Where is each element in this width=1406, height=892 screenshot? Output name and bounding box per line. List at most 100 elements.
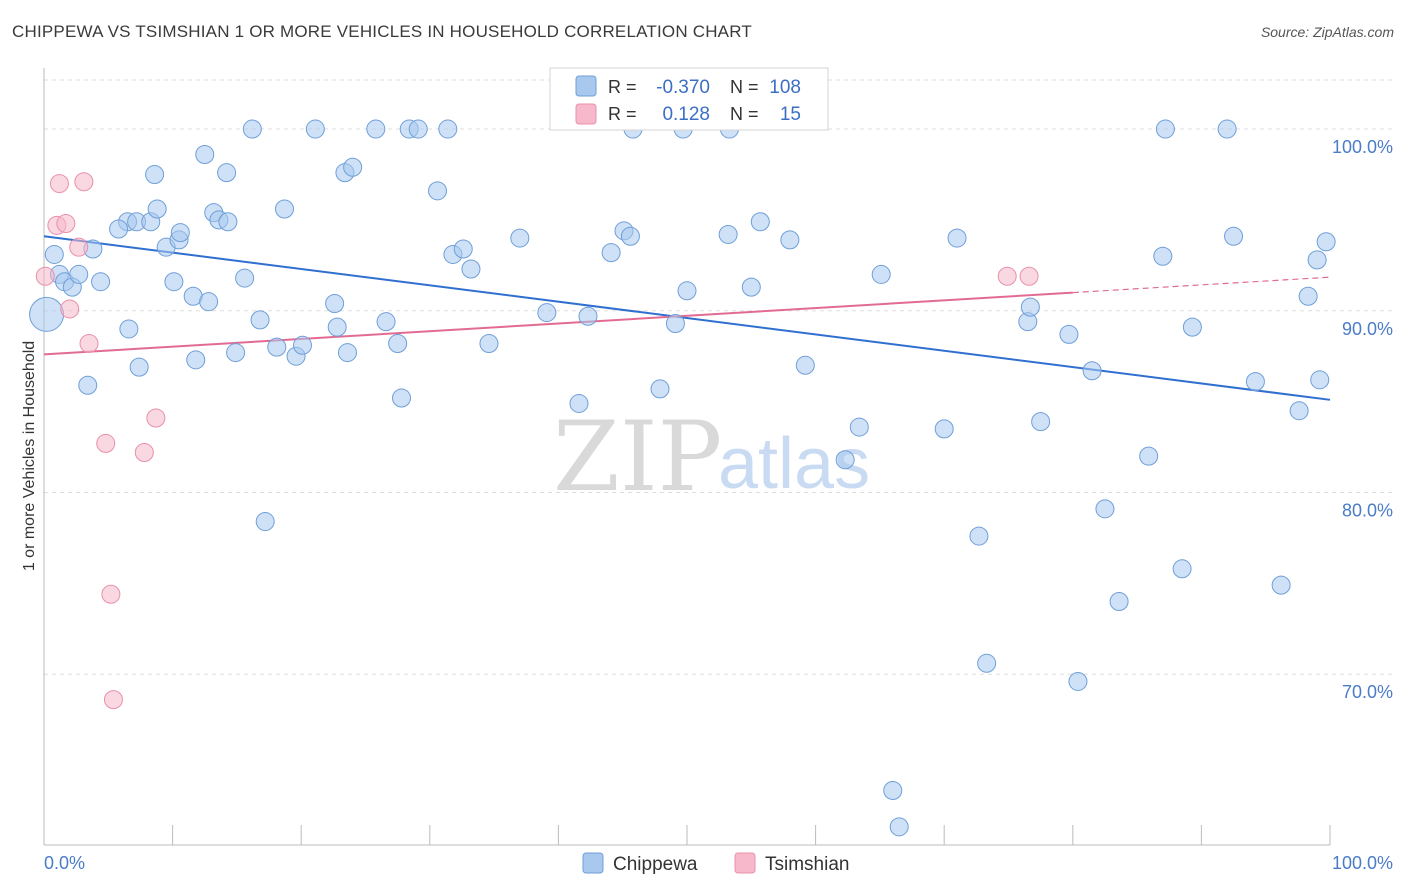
y-tick-label: 80.0% (1342, 500, 1393, 520)
point-chippewa (428, 181, 448, 201)
trend-line-chippewa (43, 235, 1331, 401)
watermark-zip: ZIP (553, 401, 722, 513)
point-chippewa (337, 343, 357, 363)
point-chippewa (1155, 119, 1175, 139)
point-chippewa (1271, 575, 1291, 595)
point-tsimshian (101, 584, 121, 604)
point-tsimshian (146, 408, 166, 428)
point-tsimshian (79, 333, 99, 353)
point-chippewa (250, 310, 270, 330)
point-chippewa (835, 450, 855, 470)
point-chippewa (78, 375, 98, 395)
point-chippewa (44, 244, 64, 264)
point-chippewa (665, 313, 685, 333)
point-chippewa (1020, 297, 1040, 317)
point-tsimshian (1019, 266, 1039, 286)
point-chippewa (327, 317, 347, 337)
stats-box: R = -0.370 N = 108 R = 0.128 N = 15 (549, 67, 829, 131)
point-chippewa (218, 212, 238, 232)
point-chippewa (366, 119, 386, 139)
point-chippewa (569, 393, 589, 413)
y-axis-label: 1 or more Vehicles in Household (21, 341, 38, 571)
point-chippewa (164, 272, 184, 292)
point-chippewa (129, 357, 149, 377)
point-chippewa (1082, 361, 1102, 381)
point-tsimshian (49, 174, 69, 194)
point-chippewa (376, 312, 396, 332)
point-chippewa (388, 333, 408, 353)
point-chippewa (1298, 286, 1318, 306)
stats-r-value-tsimshian: 0.128 (662, 104, 710, 125)
point-chippewa (217, 163, 237, 183)
point-chippewa (325, 294, 345, 314)
point-chippewa (226, 343, 246, 363)
y-tick-label: 90.0% (1342, 319, 1393, 339)
point-chippewa (1307, 250, 1327, 270)
trend-line-tsimshian-extension (1072, 276, 1331, 294)
source-credit: Source: ZipAtlas.com (1260, 24, 1394, 40)
point-chippewa (741, 277, 761, 297)
point-chippewa (1139, 446, 1159, 466)
point-chippewa (1245, 372, 1265, 392)
legend-swatch-chippewa (582, 852, 604, 874)
point-chippewa (461, 259, 481, 279)
trend-lines (43, 235, 1331, 401)
point-chippewa (1217, 119, 1237, 139)
point-chippewa (1031, 412, 1051, 432)
point-chippewa (438, 119, 458, 139)
stats-n-label-tsimshian: N = (730, 104, 759, 124)
x-tick-label-left: 0.0% (44, 853, 85, 873)
y-tick-label: 70.0% (1342, 682, 1393, 702)
point-chippewa (883, 780, 903, 800)
point-chippewa (977, 653, 997, 673)
point-chippewa (343, 157, 363, 177)
point-tsimshian (60, 299, 80, 319)
watermark: ZIP atlas (553, 401, 870, 513)
point-chippewa (1224, 226, 1244, 246)
point-chippewa (601, 243, 621, 263)
point-chippewa (947, 228, 967, 248)
point-chippewa (578, 306, 598, 326)
point-tsimshian (96, 433, 116, 453)
point-chippewa (69, 264, 89, 284)
point-chippewa (1068, 671, 1088, 691)
point-chippewa (1310, 370, 1330, 390)
y-tick-labels: 100.0% 90.0% 80.0% 70.0% (1332, 137, 1393, 702)
point-chippewa (292, 335, 312, 355)
point-tsimshian (56, 214, 76, 234)
point-tsimshian (35, 266, 55, 286)
point-tsimshian (103, 690, 123, 710)
data-points (29, 119, 1336, 837)
point-chippewa (267, 337, 287, 357)
point-chippewa (620, 226, 640, 246)
point-chippewa (195, 145, 215, 165)
point-tsimshian (997, 266, 1017, 286)
point-chippewa (510, 228, 530, 248)
x-tick-label-right: 100.0% (1332, 853, 1393, 873)
stats-n-value-tsimshian: 15 (780, 104, 801, 125)
chart-title: CHIPPEWA VS TSIMSHIAN 1 OR MORE VEHICLES… (12, 22, 752, 41)
point-chippewa (91, 272, 111, 292)
grid-lines (44, 79, 1392, 675)
point-chippewa (650, 379, 670, 399)
y-tick-label: 100.0% (1332, 137, 1393, 157)
point-chippewa (750, 212, 770, 232)
stats-r-label-chippewa: R = (608, 77, 637, 97)
point-chippewa (147, 199, 167, 219)
point-chippewa (1095, 499, 1115, 519)
stats-swatch-chippewa (575, 75, 597, 97)
trend-line-tsimshian (43, 291, 1073, 356)
point-chippewa (849, 417, 869, 437)
point-chippewa (170, 223, 190, 243)
point-chippewa (537, 303, 557, 323)
point-chippewa (677, 281, 697, 301)
point-chippewa (934, 419, 954, 439)
legend: Chippewa Tsimshian (582, 852, 849, 875)
point-tsimshian (69, 237, 89, 257)
point-chippewa (871, 264, 891, 284)
stats-r-value-chippewa: -0.370 (656, 77, 710, 98)
point-chippewa (305, 119, 325, 139)
point-chippewa (1289, 401, 1309, 421)
point-chippewa (1316, 232, 1336, 252)
